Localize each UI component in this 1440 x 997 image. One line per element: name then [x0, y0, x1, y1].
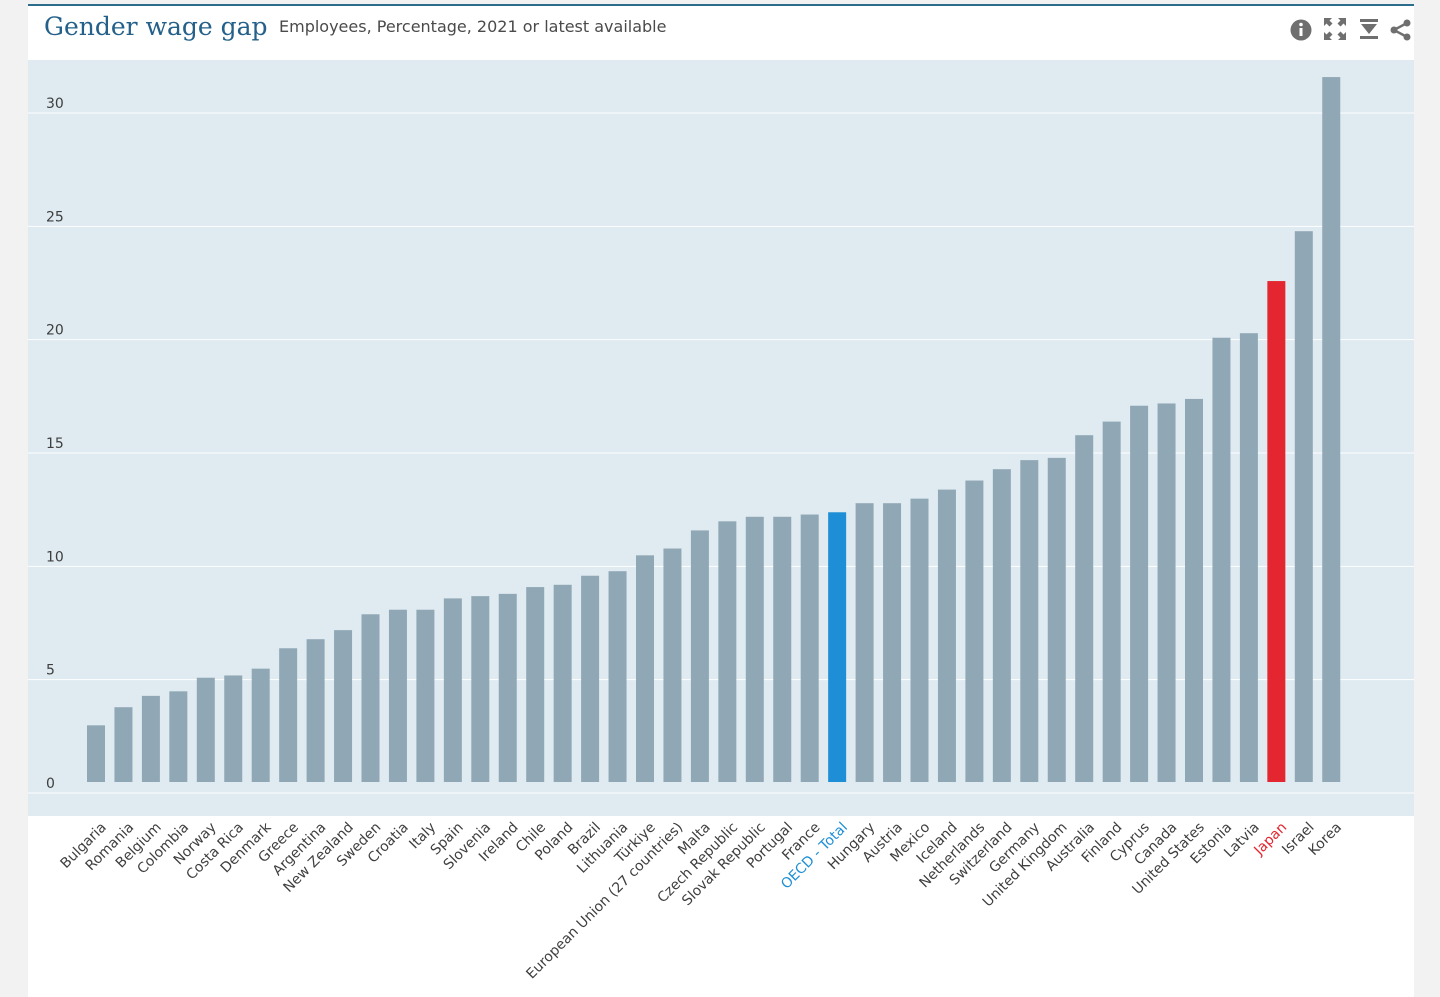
bar-new-zealand	[334, 630, 353, 782]
bar-israel	[1294, 231, 1313, 782]
bar-lithuania	[608, 571, 627, 782]
bar-germany	[1020, 460, 1039, 782]
y-tick-label: 30	[46, 96, 64, 112]
bar-denmark	[251, 668, 270, 782]
download-icon[interactable]	[1356, 16, 1382, 42]
bar-norway	[196, 677, 215, 782]
bar-t-rkiye	[636, 555, 654, 782]
bar-brazil	[581, 575, 600, 782]
bar-latvia	[1239, 333, 1258, 782]
bar-bulgaria	[87, 725, 105, 782]
chart-header: Gender wage gap Employees, Percentage, 2…	[28, 6, 1414, 58]
bar-austria	[883, 503, 902, 782]
bar-oecd-total	[828, 512, 847, 782]
chart-subtitle: Employees, Percentage, 2021 or latest av…	[279, 17, 667, 36]
y-tick-label: 0	[46, 776, 55, 792]
bar-chile	[526, 587, 545, 782]
bar-finland	[1102, 421, 1121, 782]
chart-title: Gender wage gap	[44, 12, 268, 41]
bar-cyprus	[1130, 405, 1149, 782]
bar-hungary	[855, 503, 874, 782]
y-tick-label: 25	[46, 209, 64, 225]
bar-france	[800, 514, 819, 782]
bar-iceland	[937, 489, 956, 782]
bar-colombia	[169, 691, 188, 782]
fullscreen-icon[interactable]	[1322, 16, 1348, 42]
bar-czech-republic	[718, 521, 737, 782]
y-tick-label: 15	[46, 436, 64, 452]
bar-slovenia	[471, 596, 490, 782]
bar-united-states	[1185, 398, 1203, 782]
bar-chart: 051015202530BulgariaRomaniaBelgiumColomb…	[28, 60, 1414, 982]
bar-croatia	[388, 609, 407, 782]
bar-malta	[690, 530, 709, 782]
bar-european-union-27-countries-	[663, 548, 682, 782]
chart-card: Gender wage gap Employees, Percentage, 2…	[28, 4, 1414, 997]
y-tick-label: 20	[46, 323, 64, 339]
bar-spain	[443, 598, 462, 782]
bar-costa-rica	[224, 675, 243, 782]
bar-estonia	[1212, 337, 1231, 782]
y-tick-label: 10	[46, 549, 64, 565]
bar-canada	[1157, 403, 1176, 782]
bar-korea	[1322, 77, 1341, 783]
bar-mexico	[910, 498, 929, 782]
bar-japan	[1267, 281, 1286, 782]
share-icon[interactable]	[1388, 16, 1414, 42]
info-icon[interactable]	[1288, 16, 1314, 42]
bar-portugal	[773, 516, 792, 782]
bar-ireland	[498, 593, 517, 782]
bar-greece	[279, 648, 298, 782]
bar-romania	[114, 707, 133, 782]
bar-argentina	[306, 639, 325, 782]
bar-italy	[416, 609, 435, 782]
bar-slovak-republic	[745, 516, 764, 782]
bar-switzerland	[992, 469, 1011, 782]
bar-belgium	[141, 695, 160, 782]
bar-australia	[1075, 435, 1094, 782]
y-tick-label: 5	[46, 663, 55, 679]
bar-netherlands	[965, 480, 984, 782]
bar-poland	[553, 584, 572, 782]
bar-united-kingdom	[1047, 457, 1066, 782]
bar-sweden	[361, 614, 380, 782]
